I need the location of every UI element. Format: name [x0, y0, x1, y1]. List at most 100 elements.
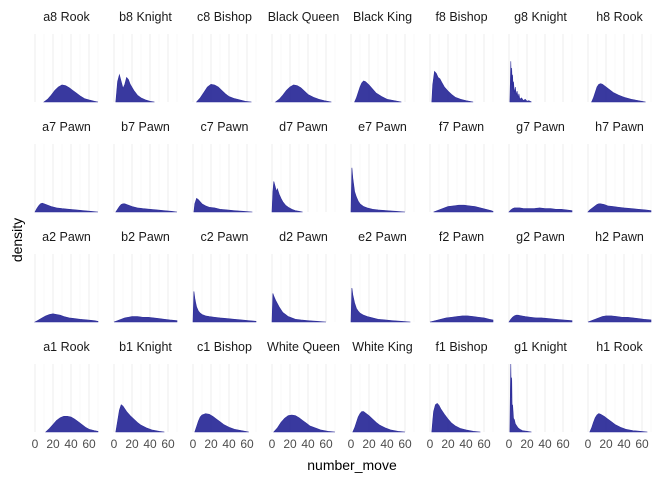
facet-panel: c2 Pawn: [192, 230, 257, 323]
density-area: [33, 313, 99, 323]
facet-strip-label: e7 Pawn: [358, 120, 407, 134]
facet-panel: f2 Pawn: [429, 230, 494, 323]
density-area: [271, 181, 303, 213]
facet-panel: f8 Bishop: [429, 10, 494, 103]
density-area: [274, 84, 332, 103]
density-area: [192, 291, 257, 323]
density-area: [508, 207, 573, 213]
facet-panel: h8 Rook: [587, 10, 652, 103]
facet-strip-label: f1 Bishop: [435, 340, 487, 354]
x-tick-label: 0: [427, 437, 434, 451]
facet-strip-label: a2 Pawn: [42, 230, 91, 244]
density-area: [115, 203, 178, 213]
facet-strip-label: d2 Pawn: [279, 230, 328, 244]
facet-panel: h1 Rook: [587, 340, 652, 433]
facet-strip-label: a1 Rook: [43, 340, 90, 354]
density-area: [591, 83, 646, 103]
density-area: [587, 315, 652, 323]
facet-panel: b8 Knight: [113, 10, 178, 103]
density-area: [433, 204, 494, 213]
facet-panel: White King: [350, 340, 415, 433]
facet-panel: d7 Pawn: [271, 120, 336, 213]
x-tick-label: 20: [520, 437, 534, 451]
x-tick-label: 20: [441, 437, 455, 451]
x-tick-label: 60: [635, 437, 649, 451]
facet-panel: White Queen: [267, 340, 340, 433]
density-area: [195, 84, 252, 103]
x-tick-label: 0: [585, 437, 592, 451]
density-area: [431, 70, 474, 103]
facet-strip-label: f2 Pawn: [439, 230, 484, 244]
x-tick-label: 40: [380, 437, 394, 451]
density-area: [352, 411, 406, 433]
facet-strip-label: c1 Bishop: [197, 340, 252, 354]
x-tick-label: 0: [190, 437, 197, 451]
x-tick-label: 0: [506, 437, 513, 451]
panels-layer: a8 Rook b8 Knight c8 Bishop Black Queen Blac…: [33, 10, 652, 433]
x-axis-title: number_move: [307, 457, 397, 473]
density-area: [509, 61, 532, 103]
x-tick-label: 60: [398, 437, 412, 451]
x-tick-label: 0: [32, 437, 39, 451]
density-area: [354, 80, 402, 103]
facet-strip-label: c7 Pawn: [201, 120, 249, 134]
x-tick-label: 40: [222, 437, 236, 451]
density-area: [34, 202, 99, 213]
x-tick-label: 60: [477, 437, 491, 451]
density-area: [194, 413, 249, 433]
facet-strip-label: a8 Rook: [43, 10, 90, 24]
facet-strip-label: h1 Rook: [596, 340, 643, 354]
facet-panel: c8 Bishop: [192, 10, 257, 103]
facet-strip-label: c2 Pawn: [201, 230, 249, 244]
x-tick-label: 0: [269, 437, 276, 451]
density-area: [43, 84, 99, 103]
x-tick-label: 40: [459, 437, 473, 451]
facet-panel: e2 Pawn: [350, 230, 415, 323]
facet-strip-label: f7 Pawn: [439, 120, 484, 134]
x-axis-ticks: 0 20 40 60 0 20 40 60 0 20 40 60 0 20 40 60 0 20 40 60 0 20 40…: [32, 437, 649, 451]
x-tick-label: 60: [161, 437, 175, 451]
x-tick-label: 20: [46, 437, 60, 451]
density-area: [350, 167, 406, 213]
density-area: [115, 73, 155, 103]
density-area: [587, 203, 652, 213]
facet-panel: b2 Pawn: [113, 230, 178, 323]
facet-panel: a1 Rook: [34, 340, 99, 433]
facet-strip-label: e2 Pawn: [358, 230, 407, 244]
density-area: [193, 197, 253, 213]
x-tick-label: 60: [240, 437, 254, 451]
facet-strip-label: g7 Pawn: [516, 120, 565, 134]
facet-panel: f1 Bishop: [429, 340, 494, 433]
facet-panel: g2 Pawn: [508, 230, 573, 323]
x-tick-label: 20: [204, 437, 218, 451]
facet-strip-label: b7 Pawn: [121, 120, 170, 134]
facet-strip-label: Black King: [353, 10, 412, 24]
facet-panel: a8 Rook: [34, 10, 99, 103]
facet-panel: Black Queen: [268, 10, 339, 103]
x-tick-label: 40: [538, 437, 552, 451]
density-area: [589, 413, 648, 433]
x-tick-label: 60: [319, 437, 333, 451]
x-tick-label: 40: [64, 437, 78, 451]
density-area: [113, 316, 178, 323]
y-axis-title: density: [9, 218, 25, 262]
facet-panel: b1 Knight: [113, 340, 178, 433]
x-tick-label: 60: [556, 437, 570, 451]
facet-strip-label: h7 Pawn: [595, 120, 644, 134]
x-tick-label: 20: [599, 437, 613, 451]
facet-strip-label: f8 Bishop: [435, 10, 487, 24]
x-tick-label: 60: [82, 437, 96, 451]
facet-strip-label: g2 Pawn: [516, 230, 565, 244]
density-area: [509, 363, 532, 433]
density-area: [350, 287, 411, 323]
facet-strip-label: d7 Pawn: [279, 120, 328, 134]
x-tick-label: 0: [348, 437, 355, 451]
facet-strip-label: c8 Bishop: [197, 10, 252, 24]
facet-strip-label: h2 Pawn: [595, 230, 644, 244]
facet-strip-label: b2 Pawn: [121, 230, 170, 244]
facet-panel: g8 Knight: [508, 10, 573, 103]
facet-strip-label: h8 Rook: [596, 10, 643, 24]
facet-panel: c1 Bishop: [192, 340, 257, 433]
